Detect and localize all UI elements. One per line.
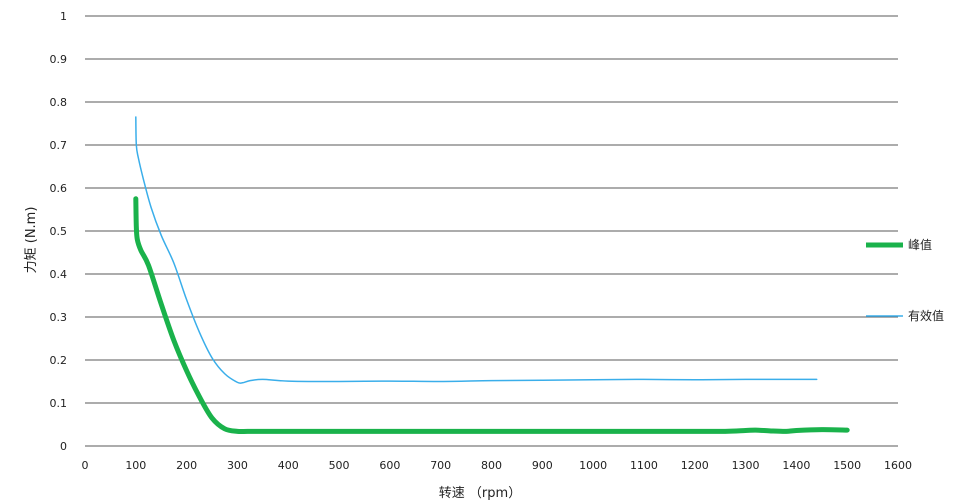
y-tick-label: 0.3 xyxy=(50,311,68,324)
x-tick-label: 400 xyxy=(278,459,299,472)
x-axis-title: 转速 （rpm） xyxy=(439,486,521,501)
x-tick-label: 1000 xyxy=(579,459,607,472)
x-tick-label: 1200 xyxy=(681,459,709,472)
x-tick-label: 0 xyxy=(82,459,89,472)
y-tick-label: 0.4 xyxy=(50,268,68,281)
x-axis-ticks: 0 100 200 300 400 500 600 700 800 900 1000 1100 1200… xyxy=(82,459,913,472)
y-tick-label: 0.8 xyxy=(50,96,68,109)
y-tick-label: 0.5 xyxy=(50,225,68,238)
x-tick-label: 200 xyxy=(176,459,197,472)
y-axis-ticks: 0 0.1 0.2 0.3 0.4 0.5 0.6 0.7 0.8 0.9 1 xyxy=(50,10,68,453)
x-tick-label: 100 xyxy=(125,459,146,472)
y-tick-label: 0.1 xyxy=(50,397,68,410)
x-tick-label: 1600 xyxy=(884,459,912,472)
y-tick-label: 0.6 xyxy=(50,182,68,195)
gridlines xyxy=(85,15,898,447)
x-tick-label: 600 xyxy=(379,459,400,472)
series-line xyxy=(135,116,818,384)
x-tick-label: 1300 xyxy=(732,459,760,472)
legend-label: 峰值 xyxy=(908,237,932,252)
y-axis-title: 力矩 (N.m) xyxy=(24,207,39,274)
x-tick-label: 300 xyxy=(227,459,248,472)
x-tick-label: 1100 xyxy=(630,459,658,472)
series-lines xyxy=(133,116,850,435)
x-tick-label: 500 xyxy=(329,459,350,472)
y-tick-label: 0.2 xyxy=(50,354,68,367)
y-tick-label: 0 xyxy=(60,440,67,453)
series-line xyxy=(133,196,850,435)
x-tick-label: 900 xyxy=(532,459,553,472)
x-tick-label: 1400 xyxy=(782,459,810,472)
x-tick-label: 1500 xyxy=(833,459,861,472)
x-tick-label: 800 xyxy=(481,459,502,472)
x-tick-label: 700 xyxy=(430,459,451,472)
y-tick-label: 0.9 xyxy=(50,53,68,66)
y-tick-label: 0.7 xyxy=(50,139,68,152)
y-tick-label: 1 xyxy=(60,10,67,23)
legend-label: 有效值 xyxy=(908,308,944,323)
